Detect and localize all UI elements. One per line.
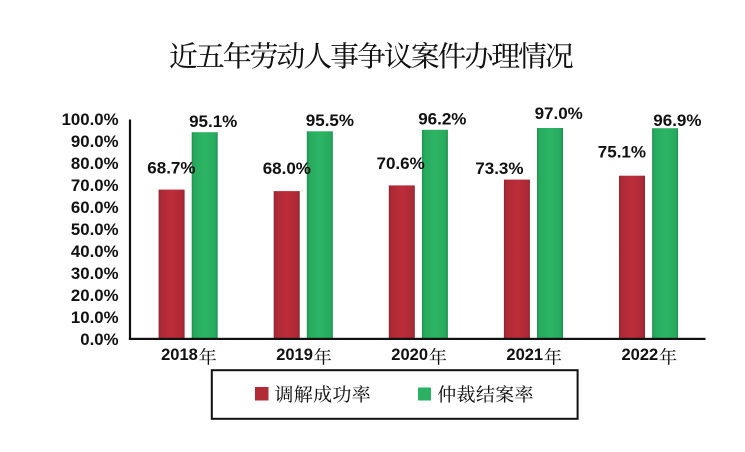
svg-text:96.2%: 96.2% (418, 110, 466, 129)
svg-text:0.0%: 0.0% (80, 330, 118, 349)
svg-text:70.0%: 70.0% (71, 176, 119, 195)
svg-text:73.3%: 73.3% (475, 159, 523, 178)
svg-text:70.6%: 70.6% (376, 154, 424, 173)
svg-text:30.0%: 30.0% (71, 264, 119, 283)
svg-text:75.1%: 75.1% (598, 142, 646, 161)
svg-text:50.0%: 50.0% (71, 220, 119, 239)
svg-text:95.1%: 95.1% (189, 112, 237, 131)
svg-text:68.7%: 68.7% (147, 159, 195, 178)
svg-text:95.5%: 95.5% (306, 111, 354, 130)
svg-text:96.9%: 96.9% (653, 111, 701, 130)
svg-text:97.0%: 97.0% (535, 104, 583, 123)
svg-text:2022: 2022 (622, 346, 659, 364)
svg-text:40.0%: 40.0% (71, 242, 119, 261)
svg-text:100.0%: 100.0% (62, 110, 119, 129)
svg-text:10.0%: 10.0% (71, 308, 119, 327)
svg-text:2019: 2019 (276, 346, 313, 364)
svg-text:68.0%: 68.0% (263, 159, 311, 178)
svg-text:2018: 2018 (161, 346, 198, 364)
svg-text:20.0%: 20.0% (71, 286, 119, 305)
svg-text:90.0%: 90.0% (71, 132, 119, 151)
svg-text:2021: 2021 (506, 346, 543, 364)
svg-text:2020: 2020 (391, 346, 428, 364)
svg-text:80.0%: 80.0% (71, 154, 119, 173)
svg-text:60.0%: 60.0% (71, 198, 119, 217)
